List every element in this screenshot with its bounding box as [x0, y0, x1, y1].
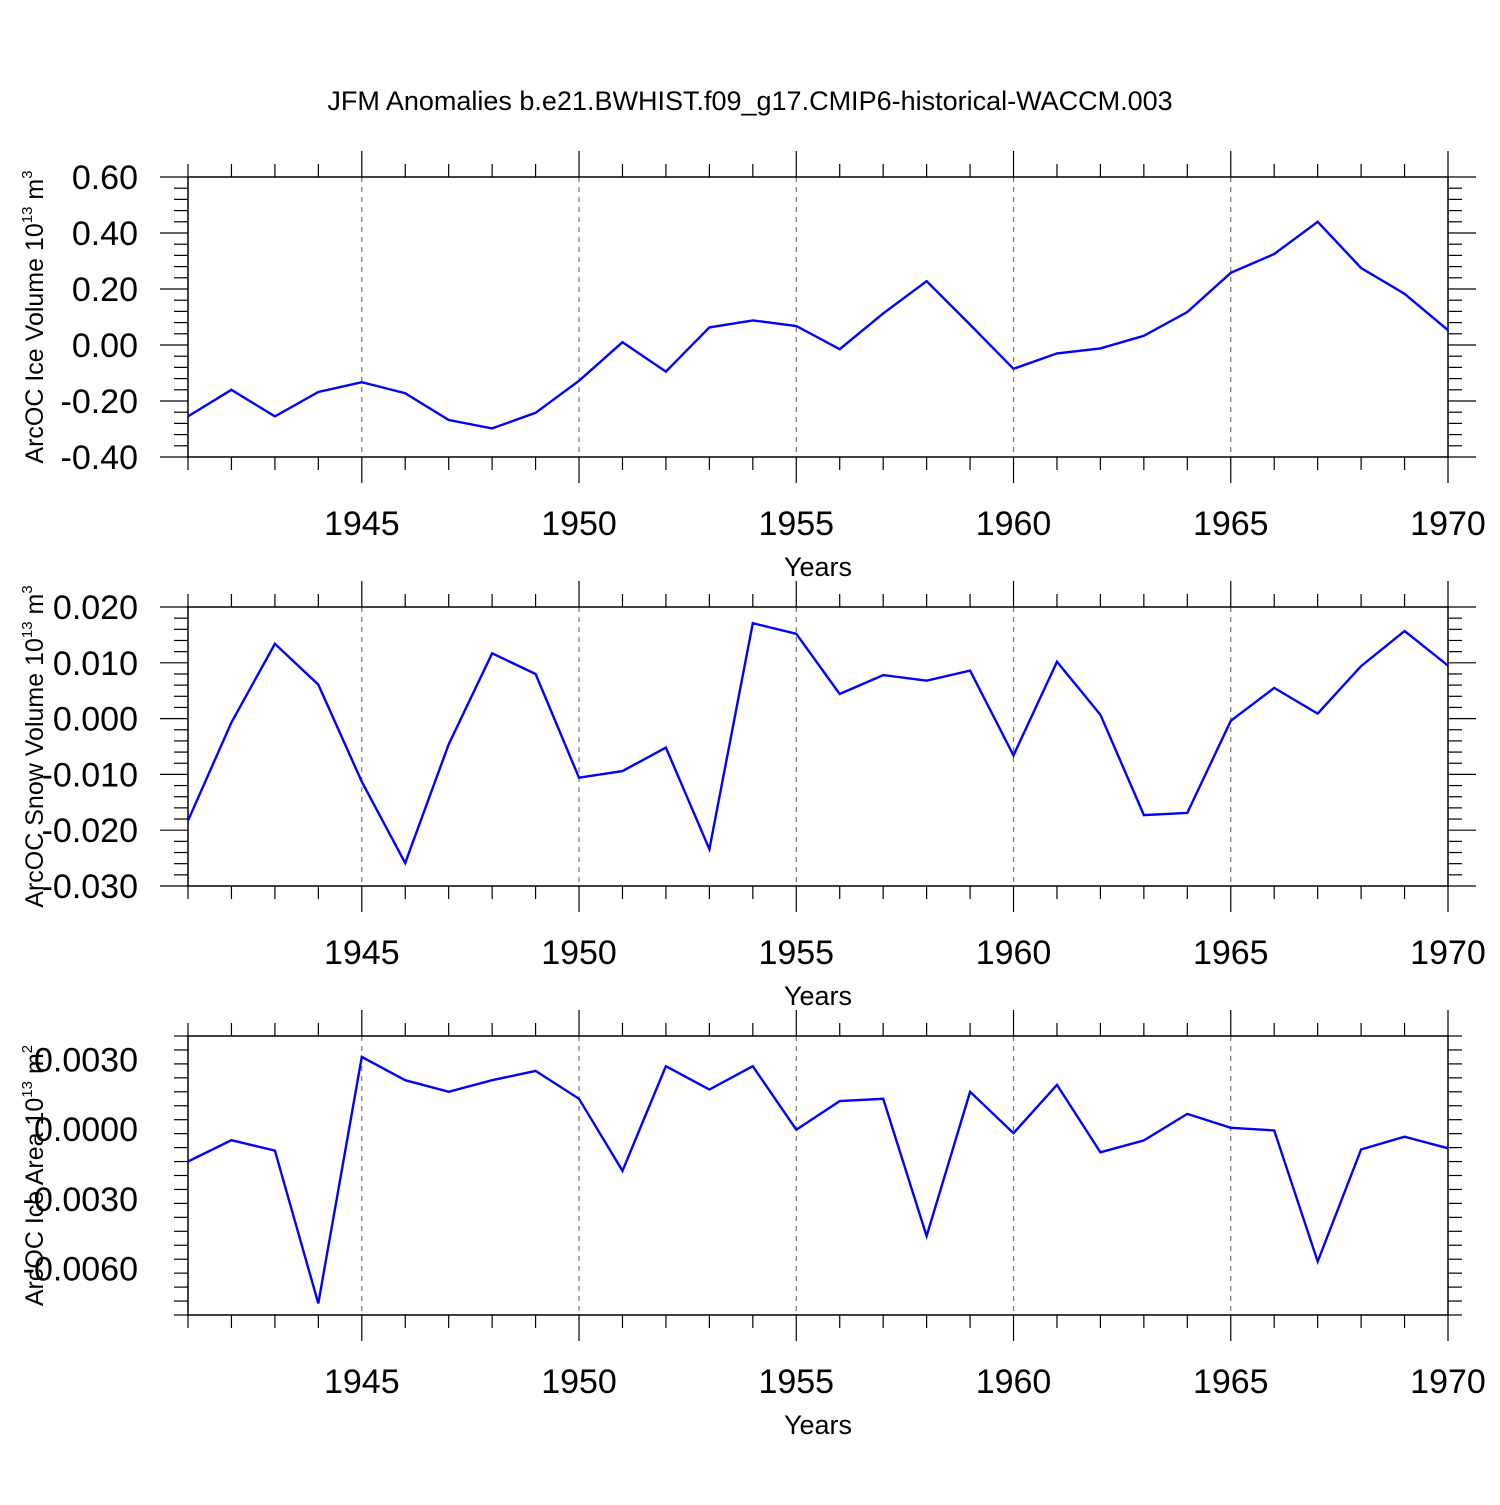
- x-tick-label: 1950: [541, 505, 617, 543]
- series-line: [188, 1055, 1448, 1304]
- y-tick-label: 0.60: [72, 159, 138, 197]
- y-axis-label: ArcOC Ice Area 1013 m2: [19, 1045, 49, 1306]
- panel-3: -0.0060 -0.0030 0.0000 0.0030 1945 1950 1955 19…: [19, 1010, 1486, 1440]
- y-tick-label: 0.20: [72, 271, 138, 309]
- y-tick-label: -0.20: [61, 383, 139, 421]
- x-tick-label: 1965: [1193, 1363, 1269, 1401]
- x-tick-label: 1945: [324, 1363, 400, 1401]
- series-line: [188, 621, 1448, 867]
- x-tick-label: 1970: [1410, 505, 1486, 543]
- x-tick-label: 1970: [1410, 934, 1486, 972]
- x-axis-label: Years: [784, 552, 852, 582]
- x-tick-label: 1945: [324, 934, 400, 972]
- x-tick-label: 1970: [1410, 1363, 1486, 1401]
- y-tick-label: -0.0030: [23, 1181, 138, 1219]
- x-axis-label: Years: [784, 1410, 852, 1440]
- y-tick-label: -0.020: [42, 812, 138, 850]
- y-tick-label: 0.00: [72, 327, 138, 365]
- y-tick-label: 0.0030: [34, 1041, 138, 1079]
- plot-frame: [187, 606, 1449, 887]
- y-tick-label: -0.40: [61, 439, 139, 477]
- series-line: [188, 220, 1448, 430]
- x-tick-label: 1965: [1193, 934, 1269, 972]
- y-tick-label: 0.000: [53, 701, 138, 739]
- x-tick-label: 1955: [758, 1363, 834, 1401]
- y-tick-label: 0.40: [72, 215, 138, 253]
- y-tick-label: -0.0060: [23, 1251, 138, 1289]
- y-axis-label: ArcOC Ice Volume 1013 m3: [19, 170, 49, 463]
- y-tick-label: 0.010: [53, 645, 138, 683]
- y-tick-label: -0.010: [42, 756, 138, 794]
- x-tick-label: 1955: [758, 934, 834, 972]
- panels: -0.40 -0.20 0.00 0.20 0.40 0.60 1945 1950 1955 19…: [19, 151, 1486, 1440]
- panel-2: -0.030 -0.020 -0.010 0.000 0.010 0.020 1945 195…: [19, 581, 1486, 1011]
- y-tick-label: 0.0000: [34, 1111, 138, 1149]
- x-tick-label: 1950: [541, 934, 617, 972]
- x-tick-label: 1965: [1193, 505, 1269, 543]
- y-axis-label: ArcOC Snow Volume 1013 m3: [19, 585, 49, 907]
- x-tick-label: 1945: [324, 505, 400, 543]
- panel-1: -0.40 -0.20 0.00 0.20 0.40 0.60 1945 1950 1955 19…: [19, 151, 1486, 582]
- x-tick-label: 1960: [976, 934, 1052, 972]
- x-axis-label: Years: [784, 981, 852, 1011]
- plot-frame: [187, 176, 1449, 458]
- x-tick-label: 1960: [976, 1363, 1052, 1401]
- chart-title: JFM Anomalies b.e21.BWHIST.f09_g17.CMIP6…: [327, 86, 1172, 116]
- x-tick-label: 1955: [758, 505, 834, 543]
- y-tick-label: 0.020: [53, 589, 138, 627]
- x-tick-label: 1950: [541, 1363, 617, 1401]
- x-tick-label: 1960: [976, 505, 1052, 543]
- y-tick-label: -0.030: [42, 868, 138, 906]
- plot-frame: [187, 1035, 1449, 1316]
